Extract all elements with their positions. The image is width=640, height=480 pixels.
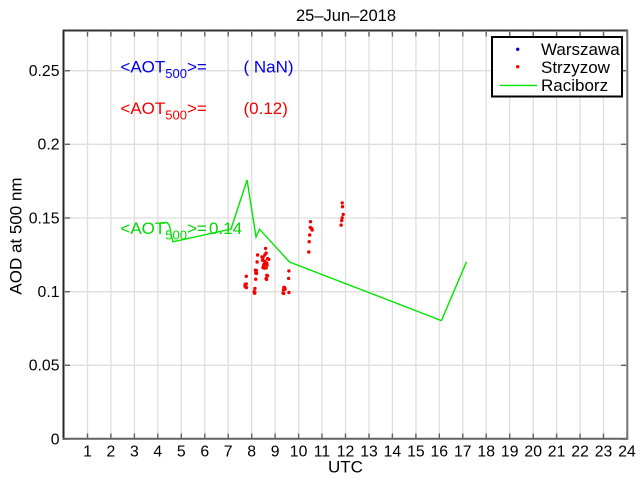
svg-text:19: 19 — [501, 444, 519, 461]
svg-text:15: 15 — [407, 444, 425, 461]
svg-text:23: 23 — [595, 444, 613, 461]
svg-text:9: 9 — [271, 444, 280, 461]
svg-text:11: 11 — [314, 444, 331, 461]
svg-text:2: 2 — [107, 444, 116, 461]
svg-text:0.05: 0.05 — [29, 358, 60, 375]
svg-text:Strzyzow: Strzyzow — [541, 58, 611, 77]
svg-text:3: 3 — [130, 444, 139, 461]
svg-text:14: 14 — [384, 444, 402, 461]
svg-text:(0.12): (0.12) — [244, 99, 288, 118]
svg-text:16: 16 — [431, 444, 449, 461]
svg-text:0.14: 0.14 — [209, 219, 242, 238]
svg-text:( NaN): ( NaN) — [244, 58, 294, 77]
svg-text:17: 17 — [454, 444, 472, 461]
svg-text:0.25: 0.25 — [29, 63, 60, 80]
svg-text:<AOT500>=: <AOT500>= — [120, 58, 207, 82]
svg-text:6: 6 — [200, 444, 209, 461]
svg-text:4: 4 — [153, 444, 162, 461]
svg-text:24: 24 — [618, 444, 636, 461]
svg-text:25–Jun–2018: 25–Jun–2018 — [296, 7, 396, 25]
svg-text:22: 22 — [571, 444, 589, 461]
svg-text:21: 21 — [548, 444, 566, 461]
svg-text:1: 1 — [83, 444, 92, 461]
svg-text:<AOT500>=: <AOT500>= — [120, 99, 207, 123]
svg-text:<AOT500>=: <AOT500>= — [120, 219, 207, 243]
svg-text:Warszawa: Warszawa — [541, 40, 620, 59]
svg-text:0.2: 0.2 — [38, 137, 60, 154]
svg-text:20: 20 — [524, 444, 542, 461]
svg-text:13: 13 — [360, 444, 378, 461]
svg-text:10: 10 — [290, 444, 308, 461]
svg-text:0: 0 — [51, 431, 60, 448]
svg-text:0.1: 0.1 — [38, 284, 60, 301]
svg-text:8: 8 — [247, 444, 256, 461]
svg-text:12: 12 — [337, 444, 355, 461]
svg-text:18: 18 — [477, 444, 495, 461]
svg-text:Raciborz: Raciborz — [541, 76, 608, 95]
svg-text:0.15: 0.15 — [29, 210, 60, 227]
svg-text:7: 7 — [224, 444, 233, 461]
svg-text:5: 5 — [177, 444, 186, 461]
svg-text:UTC: UTC — [328, 458, 363, 477]
svg-text:AOD at 500 nm: AOD at 500 nm — [7, 177, 26, 294]
